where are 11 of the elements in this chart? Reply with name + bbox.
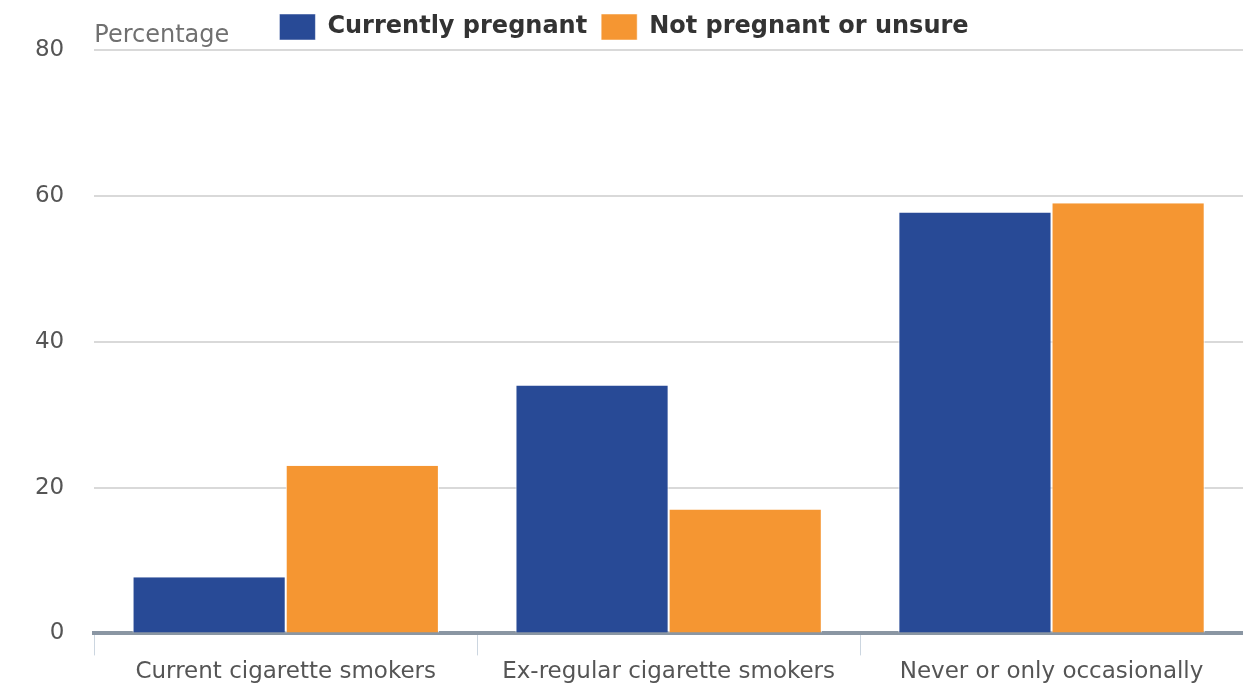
x-tick-label: Ex-regular cigarette smokers <box>502 657 836 684</box>
y-tick-label: 60 <box>34 180 65 207</box>
y-tick-label: 0 <box>49 618 65 645</box>
y-axis-title: Percentage <box>94 20 230 49</box>
x-tick-label: Current cigarette smokers <box>135 657 437 684</box>
x-tick-label: Never or only occasionally <box>899 657 1204 684</box>
y-tick-label: 80 <box>34 34 65 61</box>
legend-label: Not pregnant or unsure <box>649 11 969 40</box>
y-tick-label: 40 <box>34 326 65 353</box>
legend-label: Currently pregnant <box>327 11 588 40</box>
y-tick-label: 20 <box>34 472 65 499</box>
